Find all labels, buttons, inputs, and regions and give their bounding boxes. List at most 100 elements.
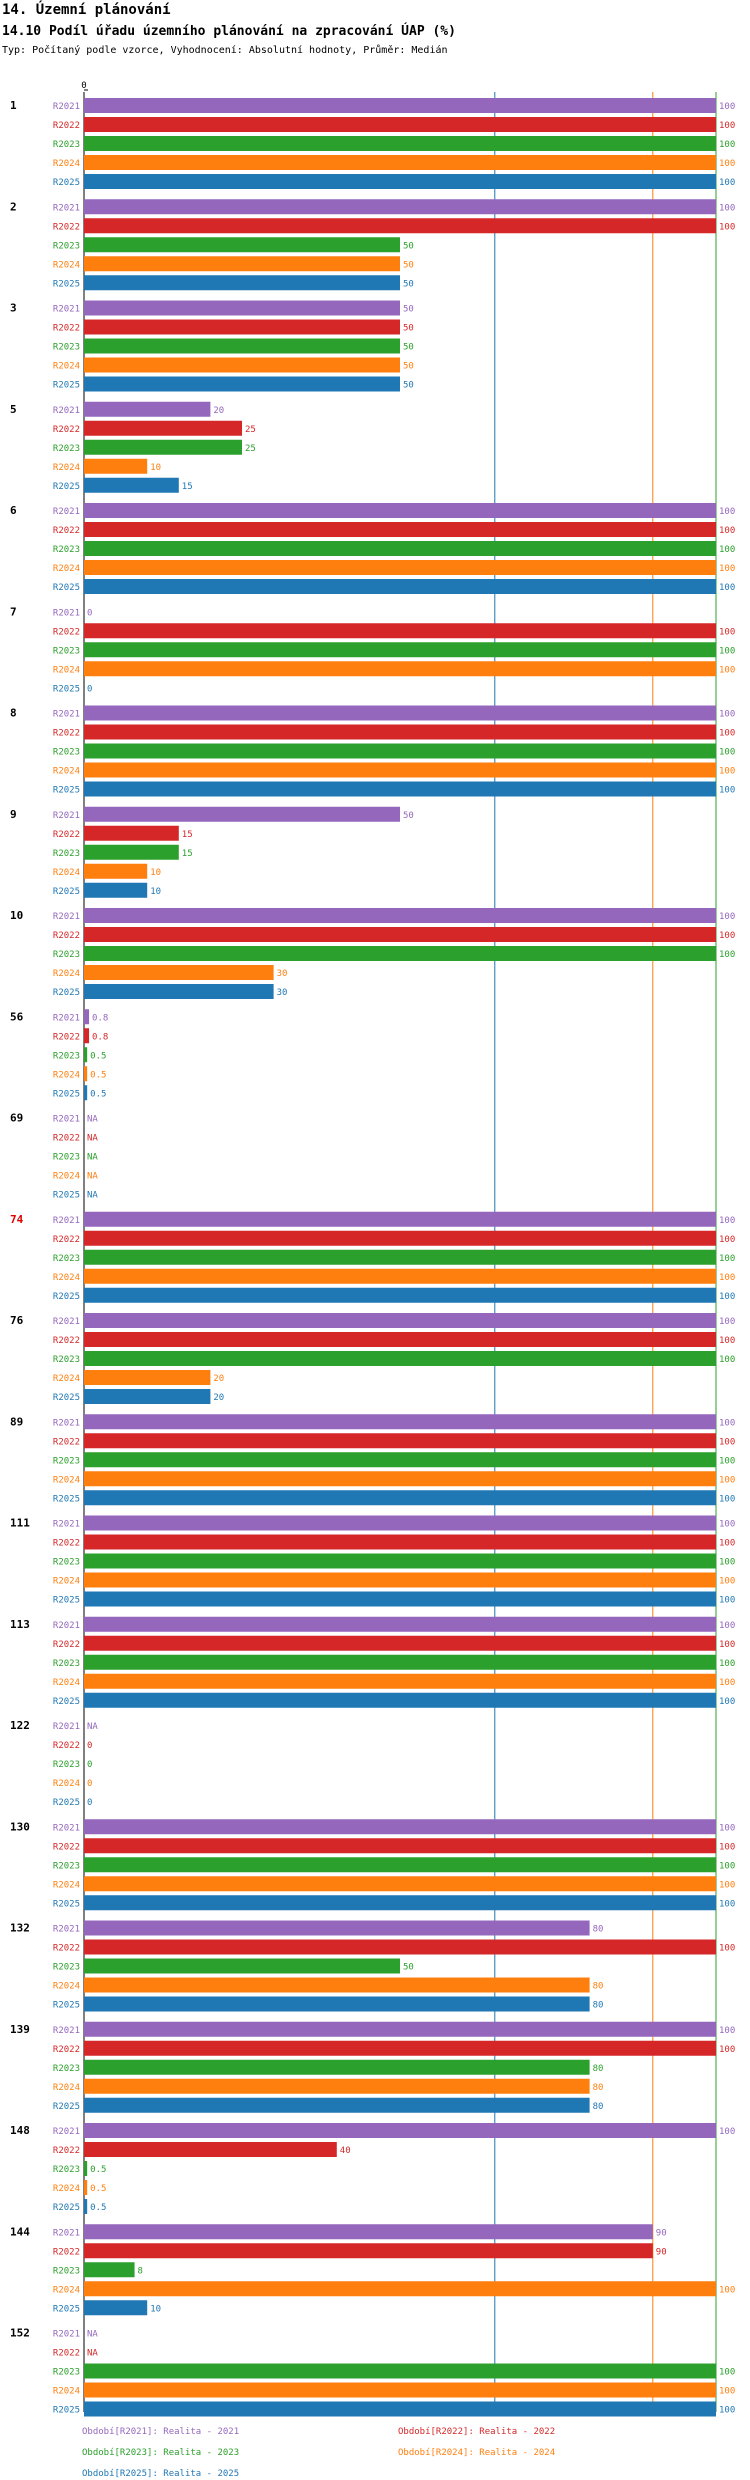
series-label: R2023 — [53, 1659, 80, 1669]
value-label: 100 — [719, 1659, 735, 1669]
value-label: NA — [87, 1134, 98, 1144]
value-label: NA — [87, 1722, 98, 1732]
series-label: R2021 — [53, 2026, 80, 2036]
series-label: R2025 — [53, 887, 80, 897]
value-label: 0.8 — [92, 1032, 108, 1042]
series-label: R2023 — [53, 1254, 80, 1264]
value-label: 100 — [719, 1944, 735, 1954]
value-label: 100 — [719, 2127, 735, 2137]
bar — [84, 1572, 716, 1588]
bar — [84, 1635, 716, 1651]
series-label: R2021 — [53, 2228, 80, 2238]
series-label: R2021 — [53, 608, 80, 618]
value-label: 0 — [87, 608, 92, 618]
value-label: 0 — [87, 1760, 92, 1770]
series-label: R2024 — [53, 2285, 80, 2295]
bar — [84, 2300, 148, 2316]
bar — [84, 1066, 88, 1082]
bar — [84, 458, 148, 474]
bar — [84, 300, 400, 316]
value-label: 100 — [719, 950, 735, 960]
group-label: 3 — [10, 302, 17, 315]
value-label: 100 — [719, 1861, 735, 1871]
series-label: R2024 — [53, 868, 80, 878]
series-label: R2022 — [53, 425, 80, 435]
series-label: R2023 — [53, 2266, 80, 2276]
series-label: R2021 — [53, 1418, 80, 1428]
series-label: R2025 — [53, 279, 80, 289]
series-label: R2021 — [53, 305, 80, 315]
group-label: 89 — [10, 1415, 23, 1428]
group-label: 69 — [10, 1112, 23, 1125]
chart-title: 14.10 Podíl úřadu územního plánování na … — [2, 24, 456, 39]
bar — [84, 1351, 716, 1366]
series-label: R2021 — [53, 203, 80, 213]
bar — [84, 1230, 716, 1246]
bar — [84, 2243, 653, 2259]
bar — [84, 1028, 90, 1044]
bar — [84, 2401, 716, 2417]
group-label: 76 — [10, 1314, 24, 1327]
group-label: 132 — [10, 1922, 30, 1935]
series-label: R2021 — [53, 1722, 80, 1732]
series-label: R2023 — [53, 849, 80, 859]
group-label: 122 — [10, 1719, 30, 1732]
bar — [84, 1490, 716, 1506]
bar — [84, 2097, 590, 2113]
series-label: R2023 — [53, 1355, 80, 1365]
bar — [84, 439, 242, 455]
value-label: 100 — [719, 931, 735, 941]
bar — [84, 401, 211, 417]
bar — [84, 661, 716, 677]
bar — [84, 2199, 88, 2214]
value-label: 50 — [403, 1963, 414, 1973]
value-label: 100 — [719, 545, 735, 555]
group-label: 7 — [10, 605, 17, 618]
series-label: R2025 — [53, 178, 80, 188]
series-label: R2023 — [53, 748, 80, 758]
value-label: 100 — [719, 1640, 735, 1650]
value-label: 100 — [719, 646, 735, 656]
bar — [84, 560, 716, 575]
bar — [84, 1616, 716, 1632]
bar — [84, 984, 274, 999]
series-label: R2021 — [53, 406, 80, 416]
series-label: R2023 — [53, 241, 80, 251]
value-label: 50 — [403, 305, 414, 315]
series-label: R2023 — [53, 950, 80, 960]
bar — [84, 946, 716, 961]
series-label: R2023 — [53, 1963, 80, 1973]
series-label: R2021 — [53, 1621, 80, 1631]
value-label: 100 — [719, 1273, 735, 1283]
value-label: 100 — [719, 583, 735, 593]
bar — [84, 623, 716, 639]
series-label: R2024 — [53, 2387, 80, 2397]
series-label: R2023 — [53, 1760, 80, 1770]
bar — [84, 1515, 716, 1531]
value-label: 100 — [719, 2387, 735, 2397]
value-label: 100 — [719, 1823, 735, 1833]
series-label: R2025 — [53, 1798, 80, 1808]
bar — [84, 2180, 88, 2195]
series-label: R2021 — [53, 1925, 80, 1935]
bar — [84, 724, 716, 740]
value-label: 100 — [719, 710, 735, 720]
value-label: 100 — [719, 1520, 735, 1530]
bar — [84, 825, 179, 841]
series-label: R2022 — [53, 2247, 80, 2257]
value-label: 15 — [182, 830, 193, 840]
value-label: 100 — [719, 140, 735, 150]
value-label: 50 — [403, 811, 414, 821]
bar — [84, 1534, 716, 1550]
bar — [84, 1654, 716, 1670]
series-label: R2021 — [53, 102, 80, 112]
series-label: R2022 — [53, 2349, 80, 2359]
bar — [84, 275, 400, 291]
value-label: 100 — [719, 102, 735, 112]
value-label: 50 — [403, 260, 414, 270]
series-label: R2025 — [53, 1494, 80, 1504]
bar — [84, 503, 716, 518]
bar — [84, 2078, 590, 2094]
bar — [84, 1876, 716, 1892]
